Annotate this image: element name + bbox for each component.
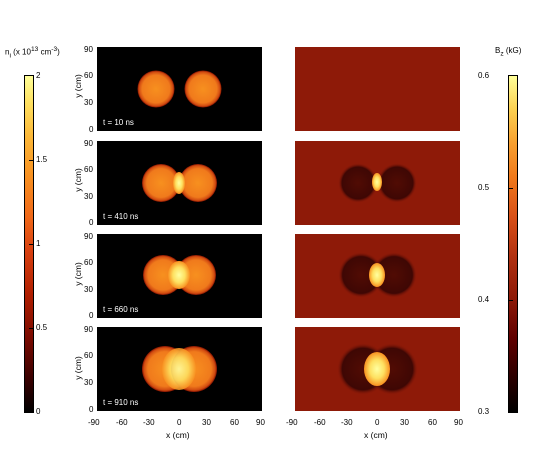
density-colorbar xyxy=(24,75,34,413)
xtick-left-0: 0 xyxy=(177,418,182,427)
density-panel-4: t = 910 ns xyxy=(97,327,262,411)
bfield-colorbar-label: Bz (kG) xyxy=(495,46,522,58)
bfield-colorbar xyxy=(508,75,518,413)
density-tick-0: 0 xyxy=(36,407,41,416)
time-label-3: t = 660 ns xyxy=(103,305,139,314)
density-tick-0-5: 0.5 xyxy=(36,323,48,332)
time-label-1: t = 10 ns xyxy=(103,118,134,127)
bfield-panel-4 xyxy=(295,327,460,411)
ytick-60-row1: 60 xyxy=(84,71,93,80)
xtick-left-60: 60 xyxy=(230,418,239,427)
xlabel-right: x (cm) xyxy=(364,430,388,440)
density-tick-1: 1 xyxy=(36,239,41,248)
ytick-60-row2: 60 xyxy=(84,165,93,174)
xlabel-left: x (cm) xyxy=(166,430,190,440)
density-colorbar-label: ni (x 1013 cm-3) xyxy=(5,46,60,60)
ylabel-row2: y (cm) xyxy=(73,168,83,192)
ytick-90-row3: 90 xyxy=(84,232,93,241)
bfield-tick-0-6: 0.6 xyxy=(478,71,490,80)
ytick-90-row1: 90 xyxy=(84,45,93,54)
bfield-tick-0-3: 0.3 xyxy=(478,407,490,416)
xtick-right-90: 90 xyxy=(454,418,463,427)
ytick-0-row2: 0 xyxy=(89,218,94,227)
xtick-left-m90: -90 xyxy=(88,418,100,427)
ytick-90-row4: 90 xyxy=(84,325,93,334)
xtick-right-60: 60 xyxy=(428,418,437,427)
density-tick-2: 2 xyxy=(36,71,41,80)
ytick-30-row4: 30 xyxy=(84,378,93,387)
xtick-right-30: 30 xyxy=(400,418,409,427)
xtick-left-m60: -60 xyxy=(116,418,128,427)
density-tick-1-5: 1.5 xyxy=(36,155,48,164)
time-label-2: t = 410 ns xyxy=(103,212,139,221)
ytick-0-row4: 0 xyxy=(89,405,94,414)
xtick-right-0: 0 xyxy=(375,418,380,427)
bfield-panel-1 xyxy=(295,47,460,131)
ytick-30-row3: 30 xyxy=(84,285,93,294)
density-panel-3: t = 660 ns xyxy=(97,234,262,318)
xtick-left-90: 90 xyxy=(256,418,265,427)
xtick-right-m60: -60 xyxy=(314,418,326,427)
time-label-4: t = 910 ns xyxy=(103,398,139,407)
density-panel-2: t = 410 ns xyxy=(97,141,262,225)
bfield-tick-0-4: 0.4 xyxy=(478,295,490,304)
ytick-60-row3: 60 xyxy=(84,258,93,267)
ytick-90-row2: 90 xyxy=(84,139,93,148)
xtick-left-m30: -30 xyxy=(143,418,155,427)
ylabel-row4: y (cm) xyxy=(73,356,83,380)
ylabel-row1: y (cm) xyxy=(73,74,83,98)
bfield-panel-2 xyxy=(295,141,460,225)
ytick-60-row4: 60 xyxy=(84,351,93,360)
ytick-30-row2: 30 xyxy=(84,192,93,201)
ytick-0-row3: 0 xyxy=(89,311,94,320)
ylabel-row3: y (cm) xyxy=(73,262,83,286)
xtick-right-m90: -90 xyxy=(286,418,298,427)
density-panel-1: t = 10 ns xyxy=(97,47,262,131)
xtick-left-30: 30 xyxy=(202,418,211,427)
bfield-panel-3 xyxy=(295,234,460,318)
bfield-tick-0-5: 0.5 xyxy=(478,183,490,192)
xtick-right-m30: -30 xyxy=(341,418,353,427)
ytick-0-row1: 0 xyxy=(89,125,94,134)
ytick-30-row1: 30 xyxy=(84,98,93,107)
